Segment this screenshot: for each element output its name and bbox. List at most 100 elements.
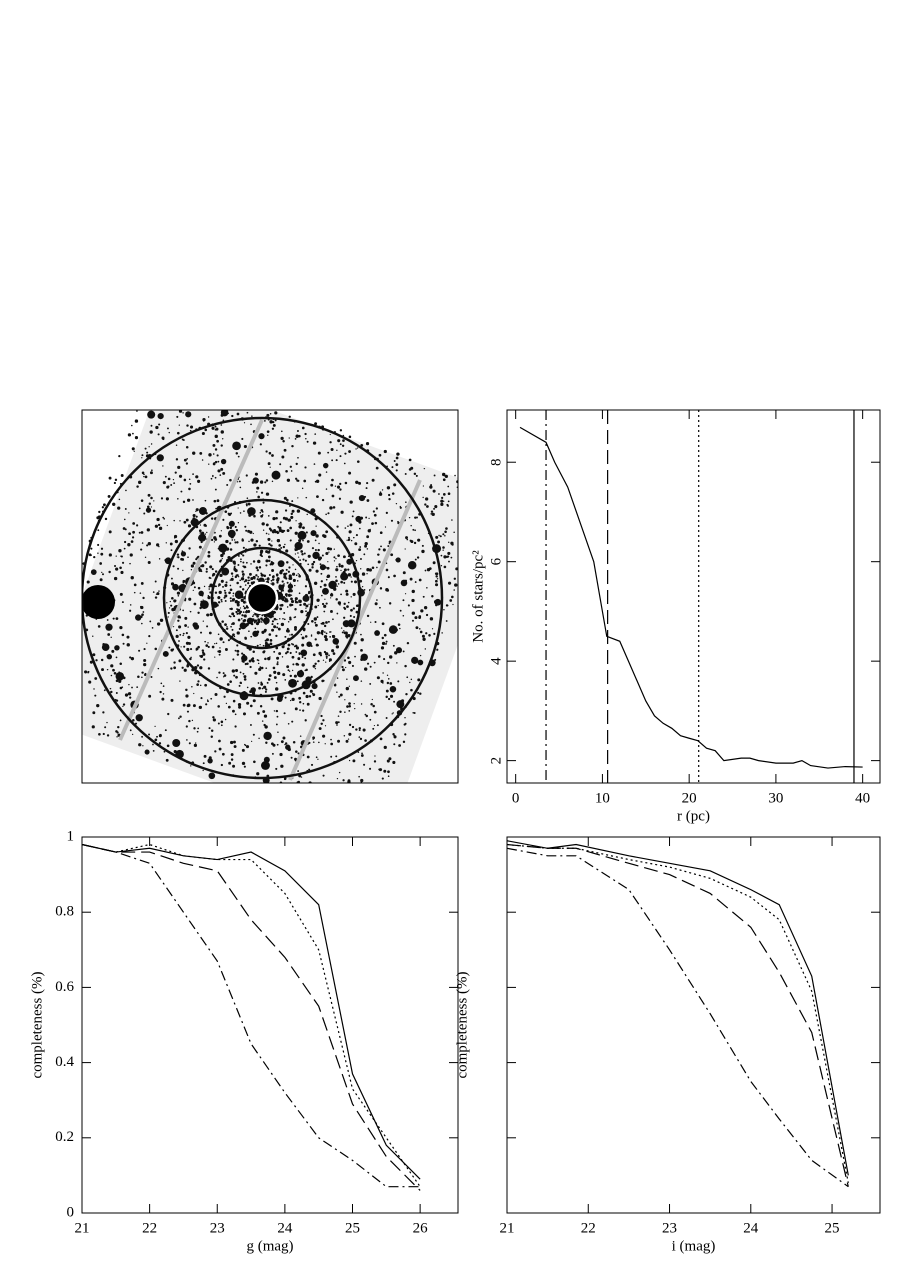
star	[336, 565, 338, 568]
star	[337, 601, 342, 605]
star	[237, 522, 240, 524]
star	[133, 591, 136, 594]
star	[154, 596, 158, 599]
star	[275, 681, 278, 684]
star	[143, 662, 147, 667]
star	[203, 754, 207, 758]
star	[144, 475, 148, 479]
star	[286, 627, 289, 630]
y-axis-label: No. of stars/pc²	[470, 550, 486, 643]
star	[402, 650, 405, 653]
star	[201, 459, 204, 461]
star	[446, 503, 449, 506]
star	[447, 500, 450, 503]
star	[173, 534, 178, 539]
star	[220, 598, 223, 601]
star	[236, 631, 240, 635]
star	[115, 672, 125, 681]
star	[308, 568, 312, 572]
star	[277, 671, 281, 676]
star	[277, 731, 279, 734]
star	[345, 686, 350, 691]
star	[203, 585, 206, 588]
star	[239, 622, 247, 630]
x-tick-label: 0	[512, 790, 520, 806]
star	[315, 569, 319, 573]
star	[280, 764, 284, 768]
star	[121, 686, 124, 689]
star	[133, 583, 137, 587]
star	[207, 550, 211, 554]
star	[271, 563, 274, 566]
star	[218, 543, 228, 553]
star	[226, 483, 229, 486]
x-axis-label: g (mag)	[246, 1238, 293, 1254]
star	[322, 462, 329, 469]
star	[285, 469, 288, 473]
star	[437, 540, 441, 544]
star	[271, 480, 274, 483]
star	[411, 656, 419, 664]
star	[219, 573, 223, 578]
star	[404, 472, 407, 475]
star	[290, 512, 293, 516]
star	[284, 509, 288, 512]
star	[339, 482, 342, 485]
star	[193, 743, 198, 748]
star	[276, 574, 279, 577]
star	[90, 547, 93, 550]
star	[292, 578, 296, 582]
star	[238, 627, 241, 631]
star	[232, 740, 236, 744]
star	[235, 669, 239, 673]
star	[416, 556, 420, 559]
star	[239, 579, 242, 582]
star	[301, 636, 305, 640]
star	[236, 612, 239, 615]
star	[286, 647, 290, 651]
star	[382, 548, 386, 552]
star	[93, 555, 96, 559]
star	[331, 634, 336, 639]
star	[176, 415, 179, 418]
star	[122, 642, 125, 645]
star	[423, 467, 426, 470]
star	[297, 497, 299, 499]
star	[418, 628, 421, 630]
star	[241, 573, 245, 576]
star	[395, 469, 398, 472]
star	[372, 510, 375, 513]
star	[340, 564, 344, 568]
star	[211, 645, 215, 649]
star	[273, 710, 276, 712]
star	[387, 576, 390, 579]
star	[414, 581, 417, 583]
star	[186, 664, 190, 668]
star	[157, 433, 160, 436]
star	[405, 501, 407, 503]
star	[189, 657, 192, 661]
star	[205, 570, 208, 573]
star	[195, 515, 198, 518]
star	[411, 619, 414, 622]
star	[253, 621, 256, 624]
star	[301, 663, 305, 667]
star	[304, 593, 308, 597]
star	[222, 585, 224, 588]
star	[140, 605, 144, 610]
star	[271, 427, 275, 430]
star	[378, 548, 381, 551]
star	[334, 582, 336, 584]
star	[405, 692, 408, 696]
star	[261, 720, 264, 722]
star	[264, 725, 268, 729]
star	[203, 658, 206, 661]
star	[370, 703, 373, 706]
star	[361, 586, 364, 588]
star	[351, 664, 354, 667]
star	[353, 536, 355, 539]
star	[177, 595, 180, 597]
star	[108, 570, 111, 574]
star	[168, 607, 171, 609]
star	[226, 683, 230, 686]
